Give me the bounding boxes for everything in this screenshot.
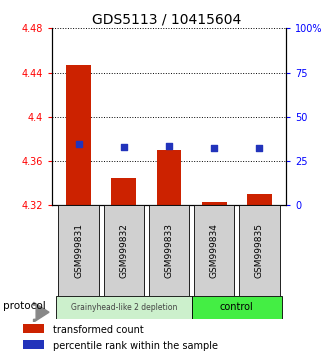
Bar: [56, 296, 191, 319]
Text: percentile rank within the sample: percentile rank within the sample: [53, 341, 218, 351]
Text: GSM999834: GSM999834: [210, 223, 219, 278]
Bar: [191, 296, 282, 319]
Bar: [157, 150, 181, 205]
Text: protocol: protocol: [3, 301, 46, 311]
Text: GSM999833: GSM999833: [165, 223, 173, 278]
Bar: [202, 202, 226, 205]
Bar: [104, 205, 144, 296]
Point: [211, 145, 217, 151]
Bar: [112, 178, 136, 205]
Bar: [149, 205, 189, 296]
Bar: [66, 65, 91, 205]
FancyArrow shape: [34, 302, 49, 322]
Point: [166, 143, 172, 148]
Text: GDS5113 / 10415604: GDS5113 / 10415604: [92, 12, 241, 27]
Text: GSM999832: GSM999832: [119, 223, 128, 278]
Bar: [23, 324, 44, 333]
Text: Grainyhead-like 2 depletion: Grainyhead-like 2 depletion: [71, 303, 177, 312]
Bar: [58, 205, 99, 296]
Text: GSM999831: GSM999831: [74, 223, 83, 278]
Bar: [23, 340, 44, 349]
Bar: [239, 205, 280, 296]
Point: [76, 142, 81, 147]
Text: control: control: [220, 302, 254, 312]
Point: [121, 144, 127, 149]
Text: transformed count: transformed count: [53, 325, 144, 335]
Bar: [194, 205, 234, 296]
Text: GSM999835: GSM999835: [255, 223, 264, 278]
Point: [257, 145, 262, 151]
Bar: [247, 194, 272, 205]
